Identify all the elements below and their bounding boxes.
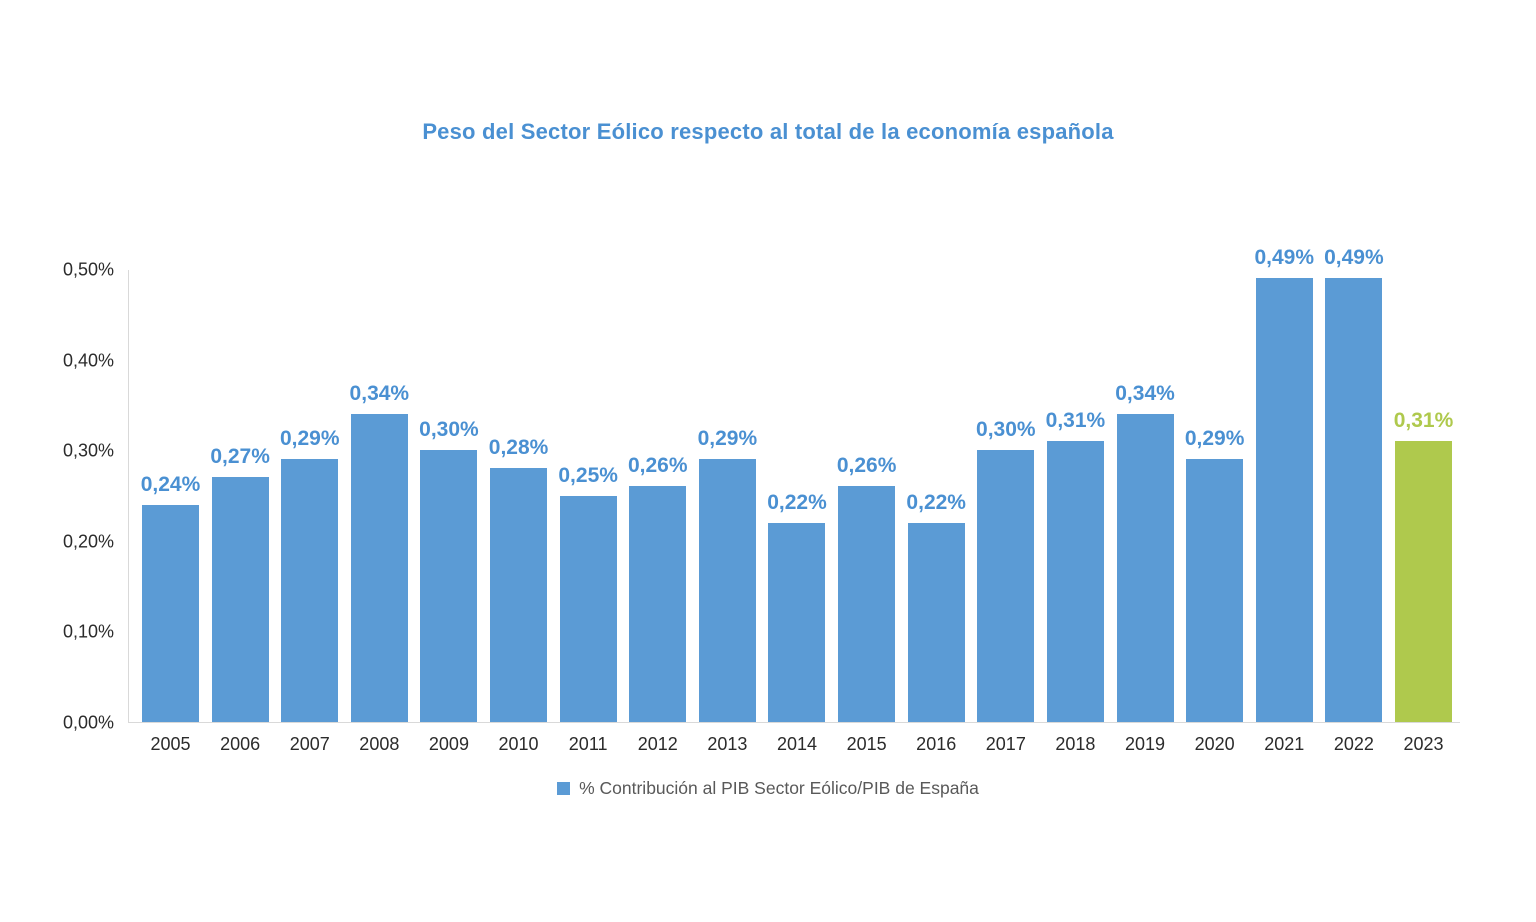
bar-column-2007: 0,29% 2007 bbox=[279, 270, 340, 754]
bar-2008 bbox=[350, 413, 408, 722]
bar-column-2009: 0,30% 2009 bbox=[419, 270, 479, 754]
bar-value-label: 0,34% bbox=[349, 381, 410, 405]
bar-value-label: 0,22% bbox=[767, 490, 827, 514]
bar-value-label: 0,29% bbox=[279, 427, 340, 451]
bar-value-label: 0,30% bbox=[419, 418, 479, 442]
plot-area: 0,24% 2005 0,27% 2006 0,29% 2007 0,34% 2008 0,30… bbox=[128, 246, 1460, 755]
bar-2015 bbox=[838, 486, 896, 722]
bar-value-label: 0,26% bbox=[627, 454, 688, 478]
bar-value-label: 0,27% bbox=[210, 445, 270, 469]
x-tick-label: 2007 bbox=[289, 734, 330, 754]
x-tick-label: 2013 bbox=[707, 734, 748, 754]
bar-2006 bbox=[211, 477, 269, 722]
bar-column-2008: 0,34% 2008 bbox=[349, 270, 410, 754]
x-tick-label: 2015 bbox=[846, 734, 887, 754]
legend-label: % Contribución al PIB Sector Eólico/PIB … bbox=[579, 778, 979, 798]
bar-column-2018: 0,31% 2018 bbox=[1045, 270, 1106, 754]
y-tick-label: 0,10% bbox=[62, 621, 114, 642]
bar-value-label: 0,31% bbox=[1045, 409, 1106, 433]
x-tick-label: 2009 bbox=[428, 734, 469, 754]
x-tick-label: 2005 bbox=[150, 734, 191, 754]
x-tick-label: 2006 bbox=[220, 734, 261, 754]
x-tick-label: 2011 bbox=[568, 734, 608, 754]
bar-column-2022: 0,49% 2022 bbox=[1324, 246, 1384, 754]
x-tick-label: 2023 bbox=[1403, 734, 1444, 754]
bar-value-label: 0,29% bbox=[697, 427, 758, 451]
bar-value-label: 0,29% bbox=[1184, 427, 1245, 451]
y-tick-label: 0,40% bbox=[62, 350, 114, 371]
bar-column-2015: 0,26% 2015 bbox=[836, 270, 897, 754]
bar-column-2023: 0,31% 2023 bbox=[1393, 270, 1454, 754]
bar-2022 bbox=[1325, 278, 1383, 722]
bar-2013 bbox=[698, 459, 756, 722]
bar-value-label: 0,31% bbox=[1393, 409, 1454, 433]
x-tick-label: 2016 bbox=[916, 734, 957, 754]
bar-2023 bbox=[1394, 441, 1452, 722]
bar-value-label: 0,22% bbox=[906, 490, 966, 514]
bar-2016 bbox=[907, 522, 965, 722]
x-tick-label: 2014 bbox=[776, 734, 818, 754]
bar-2018 bbox=[1046, 441, 1104, 722]
x-tick-label: 2017 bbox=[985, 734, 1026, 754]
bar-value-label: 0,49% bbox=[1254, 246, 1315, 270]
x-tick-label: 2021 bbox=[1264, 734, 1305, 754]
y-tick-label: 0,30% bbox=[62, 440, 114, 461]
bar-column-2021: 0,49% 2021 bbox=[1254, 246, 1314, 754]
bar-2007 bbox=[281, 459, 339, 722]
bar-2005 bbox=[142, 504, 199, 722]
y-axis: 0,50% 0,40% 0,30% 0,20% 0,10% 0,00% bbox=[0, 260, 114, 733]
bar-value-label: 0,28% bbox=[488, 436, 549, 460]
chart-title: Peso del Sector Eólico respecto al total… bbox=[422, 119, 1114, 144]
bar-column-2013: 0,29% 2013 bbox=[697, 270, 758, 754]
x-tick-label: 2012 bbox=[637, 734, 678, 754]
x-tick-label: 2008 bbox=[359, 734, 400, 754]
bar-column-2010: 0,28% 2010 bbox=[488, 270, 549, 754]
bars-container: 0,24% 2005 0,27% 2006 0,29% 2007 0,34% 2008 0,30… bbox=[129, 246, 1460, 755]
bar-2020 bbox=[1186, 459, 1244, 722]
y-tick-label: 0,20% bbox=[62, 531, 114, 552]
bar-column-2012: 0,26% 2012 bbox=[627, 270, 688, 754]
legend: % Contribución al PIB Sector Eólico/PIB … bbox=[0, 778, 1536, 799]
y-tick-label: 0,50% bbox=[62, 259, 114, 280]
bar-2011 bbox=[559, 495, 617, 722]
bar-column-2020: 0,29% 2020 bbox=[1184, 270, 1245, 754]
bar-column-2017: 0,30% 2017 bbox=[976, 270, 1036, 754]
bar-2014 bbox=[768, 522, 826, 722]
bar-column-2011: 0,25% 2011 bbox=[558, 270, 618, 755]
bar-2012 bbox=[629, 486, 687, 722]
x-tick-label: 2018 bbox=[1055, 734, 1096, 754]
bar-column-2006: 0,27% 2006 bbox=[210, 270, 270, 754]
x-tick-label: 2020 bbox=[1194, 734, 1235, 754]
bar-2017 bbox=[977, 450, 1035, 722]
bar-column-2005: 0,24% 2005 bbox=[140, 270, 201, 754]
x-tick-label: 2022 bbox=[1333, 734, 1374, 754]
bar-value-label: 0,24% bbox=[140, 472, 201, 496]
bar-value-label: 0,30% bbox=[976, 418, 1036, 442]
bar-value-label: 0,49% bbox=[1324, 246, 1384, 270]
bar-value-label: 0,26% bbox=[836, 454, 897, 478]
bar-column-2014: 0,22% 2014 bbox=[767, 270, 827, 754]
bar-2009 bbox=[420, 450, 478, 722]
x-tick-label: 2019 bbox=[1125, 734, 1166, 754]
legend-swatch-icon bbox=[557, 782, 571, 795]
bar-value-label: 0,25% bbox=[558, 463, 618, 487]
bar-2010 bbox=[490, 468, 548, 722]
bar-column-2016: 0,22% 2016 bbox=[906, 270, 966, 754]
bar-2019 bbox=[1116, 413, 1174, 722]
bar-2021 bbox=[1255, 278, 1313, 722]
x-tick-label: 2010 bbox=[498, 734, 539, 754]
y-tick-label: 0,00% bbox=[62, 712, 114, 733]
bar-column-2019: 0,34% 2019 bbox=[1115, 270, 1175, 754]
bar-value-label: 0,34% bbox=[1115, 381, 1175, 405]
